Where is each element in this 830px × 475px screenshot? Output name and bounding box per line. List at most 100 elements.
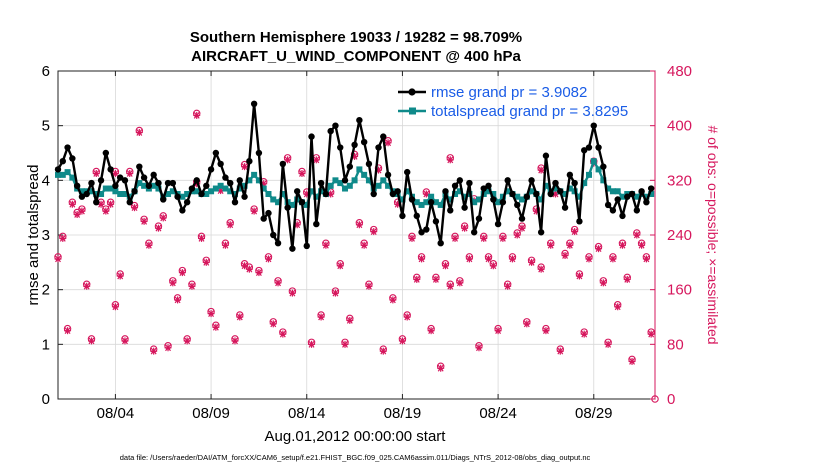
y-right-tick-label: 480 xyxy=(667,63,692,80)
rmse-point xyxy=(466,179,473,187)
rmse-point xyxy=(528,177,535,184)
obs-count-point-assimilated xyxy=(547,241,555,249)
rmse-point xyxy=(600,163,607,170)
totalspread-point xyxy=(255,177,262,184)
totalspread-point xyxy=(179,193,186,200)
totalspread-point xyxy=(356,166,363,173)
totalspread-point xyxy=(399,196,406,203)
obs-count-point-assimilated xyxy=(427,327,435,335)
rmse-point xyxy=(289,245,296,252)
obs-count-point-assimilated xyxy=(355,221,363,229)
x-tick-label: 08/04 xyxy=(97,405,135,422)
rmse-point xyxy=(518,215,526,222)
obs-count-point-assimilated xyxy=(585,255,593,263)
totalspread-point xyxy=(93,191,100,197)
x-tick-label: 08/24 xyxy=(479,405,517,422)
rmse-point xyxy=(356,117,363,124)
obs-count-point-assimilated xyxy=(461,224,469,232)
obs-count-point-assimilated xyxy=(178,269,186,277)
obs-count-point-assimilated xyxy=(92,170,100,177)
totalspread-point xyxy=(184,191,191,197)
rmse-point xyxy=(183,199,191,206)
rmse-point xyxy=(140,174,148,181)
totalspread-point xyxy=(270,196,277,203)
rmse-point xyxy=(647,185,655,192)
totalspread-point xyxy=(413,199,420,206)
rmse-point xyxy=(246,158,253,165)
obs-count-point-assimilated xyxy=(542,327,550,335)
obs-count-point-assimilated xyxy=(68,200,76,208)
rmse-point xyxy=(97,177,105,184)
obs-count-point-assimilated xyxy=(269,320,277,328)
y-left-tick-label: 4 xyxy=(42,172,50,189)
rmse-point xyxy=(337,144,344,151)
rmse-point xyxy=(303,242,310,250)
rmse-point xyxy=(93,199,100,206)
obs-count-top-point-assimilated xyxy=(111,170,119,177)
obs-count-point-assimilated xyxy=(489,262,497,270)
rmse-point xyxy=(231,199,239,206)
totalspread-point xyxy=(303,201,310,208)
rmse-point xyxy=(595,144,602,151)
obs-count-point-assimilated xyxy=(150,347,158,355)
y-left-tick-label: 1 xyxy=(42,336,50,353)
rmse-point xyxy=(561,204,569,211)
obs-count-point-assimilated xyxy=(432,275,440,283)
rmse-point xyxy=(73,182,81,189)
rmse-point xyxy=(54,166,62,173)
rmse-point xyxy=(509,190,516,198)
totalspread-point xyxy=(98,191,105,197)
obs-count-point-assimilated xyxy=(494,327,502,335)
totalspread-point xyxy=(55,171,61,178)
rmse-point xyxy=(365,160,373,168)
obs-count-point-assimilated xyxy=(618,241,626,249)
obs-count-point-assimilated xyxy=(341,340,349,348)
x-tick-label: 08/14 xyxy=(288,405,326,422)
chart-title-line2: AIRCRAFT_U_WIND_COMPONENT @ 400 hPa xyxy=(191,48,521,65)
obs-count-point-assimilated xyxy=(116,272,124,280)
totalspread-point xyxy=(576,193,583,200)
obs-count-point-assimilated xyxy=(236,313,244,321)
rmse-point xyxy=(590,122,597,129)
obs-count-point-assimilated xyxy=(54,255,62,263)
totalspread-point xyxy=(461,193,468,200)
totalspread-point xyxy=(643,193,650,200)
obs-count-point-assimilated xyxy=(599,279,607,287)
obs-count-point-assimilated xyxy=(398,337,406,345)
rmse-point xyxy=(227,179,234,187)
totalspread-point xyxy=(155,185,162,192)
rmse-point xyxy=(145,182,153,189)
obs-count-point-assimilated xyxy=(580,330,588,338)
rmse-point xyxy=(169,179,177,187)
totalspread-point xyxy=(437,201,444,208)
obs-count-point-assimilated xyxy=(255,269,263,277)
rmse-point xyxy=(638,188,645,195)
rmse-point xyxy=(279,160,287,168)
totalspread-point xyxy=(102,185,109,192)
x-axis-label: Aug.01,2012 00:00:00 start xyxy=(265,428,447,445)
totalspread-point xyxy=(452,191,459,197)
obs-count-point-assimilated xyxy=(628,357,636,365)
rmse-point xyxy=(557,188,564,195)
rmse-point xyxy=(404,168,411,176)
obs-count-point-assimilated xyxy=(504,282,512,290)
rmse-point xyxy=(418,229,425,236)
totalspread-point xyxy=(193,188,200,195)
totalspread-point xyxy=(203,191,210,197)
totalspread-point xyxy=(423,199,430,206)
totalspread-point xyxy=(375,182,382,189)
rmse-point xyxy=(78,193,86,200)
totalspread-point xyxy=(150,182,157,189)
rmse-point xyxy=(499,199,507,206)
y-left-tick-label: 0 xyxy=(42,391,50,408)
totalspread-point xyxy=(222,185,229,192)
rmse-point xyxy=(542,152,550,159)
rmse-point xyxy=(485,182,492,189)
obs-count-point-assimilated xyxy=(441,262,449,270)
rmse-point xyxy=(136,163,143,170)
rmse-point xyxy=(380,133,387,140)
legend-swatch-marker xyxy=(409,107,416,115)
rmse-point xyxy=(427,199,435,206)
totalspread-point xyxy=(141,182,148,189)
